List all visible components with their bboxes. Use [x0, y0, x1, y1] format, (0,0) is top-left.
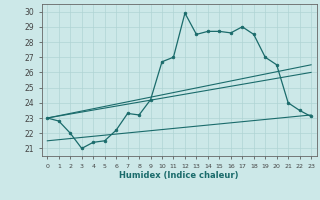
X-axis label: Humidex (Indice chaleur): Humidex (Indice chaleur)	[119, 171, 239, 180]
